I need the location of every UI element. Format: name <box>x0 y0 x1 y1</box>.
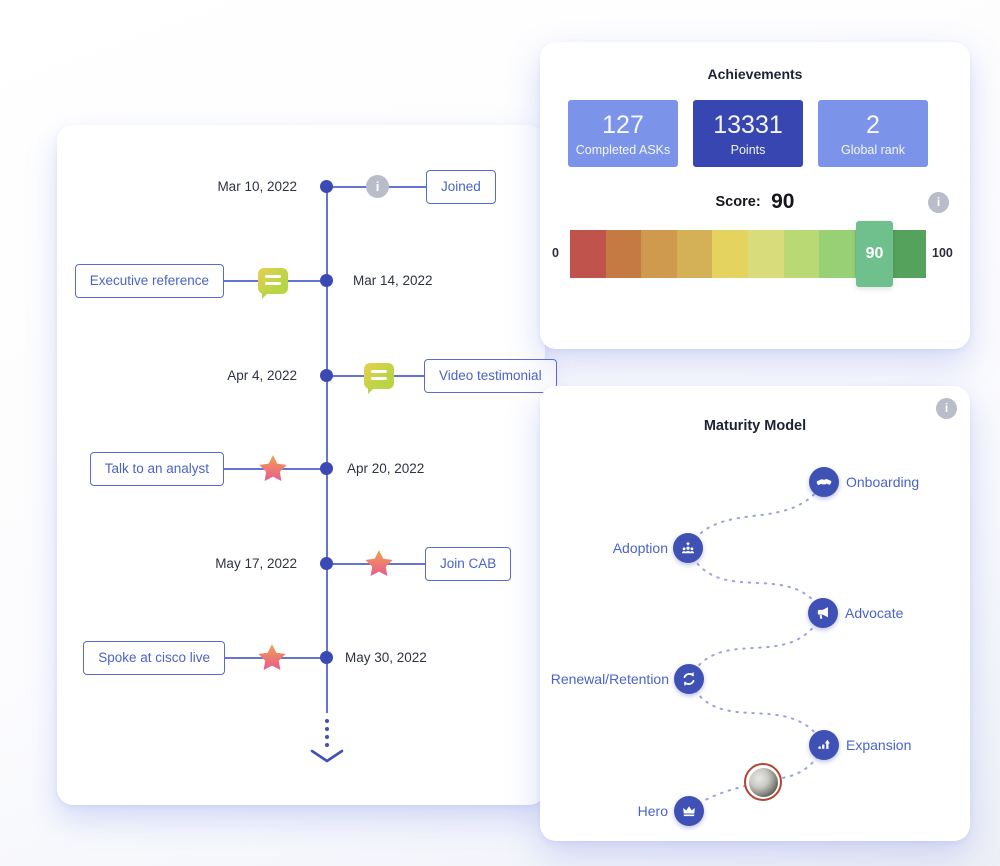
achievements-title: Achievements <box>707 66 803 82</box>
scale-segment <box>570 230 606 278</box>
event-card[interactable]: Talk to an analyst <box>89 452 224 486</box>
timeline-dot <box>320 651 333 664</box>
event-card[interactable]: Join CAB <box>425 547 512 581</box>
stat-label: Points <box>730 142 766 157</box>
score-value: 90 <box>771 190 795 213</box>
megaphone-icon <box>817 607 828 619</box>
stat-value: 2 <box>866 110 880 139</box>
timeline-dot <box>320 557 333 570</box>
stage-label[interactable]: Expansion <box>846 737 912 753</box>
maturity-title: Maturity Model <box>703 418 807 434</box>
star-icon <box>259 455 287 482</box>
stat-global-rank: 2 Global rank <box>818 100 928 167</box>
timeline-dot <box>320 369 333 382</box>
growth-chart-icon <box>818 739 830 749</box>
avatar-photo <box>748 767 778 797</box>
event-date: May 17, 2022 <box>215 556 297 571</box>
crown-icon <box>683 806 695 817</box>
stage-label[interactable]: Adoption <box>612 540 668 556</box>
scale-segment <box>676 230 713 278</box>
achievements-panel: Achievements 127 Completed ASKs 13331 Po… <box>540 42 970 349</box>
event-card[interactable]: Joined <box>426 170 496 204</box>
event-card[interactable]: Video testimonial <box>424 359 557 393</box>
event-date: Mar 14, 2022 <box>353 273 433 288</box>
stage-hero[interactable] <box>674 796 704 826</box>
info-icon[interactable]: i <box>928 192 949 213</box>
stage-label[interactable]: Hero <box>637 803 668 819</box>
timeline-continuation-dots <box>325 719 329 747</box>
stage-label[interactable]: Advocate <box>845 605 904 621</box>
stat-label: Global rank <box>841 142 905 157</box>
event-card[interactable]: Spoke at cisco live <box>83 641 225 675</box>
timeline-dot <box>320 180 333 193</box>
scale-segment <box>712 230 748 278</box>
info-icon[interactable]: i <box>936 398 957 419</box>
scale-segment <box>605 230 642 278</box>
stat-value: 127 <box>602 110 644 139</box>
handshake-icon <box>816 478 832 486</box>
scale-min-label: 0 <box>552 246 559 260</box>
event-card[interactable]: Executive reference <box>74 264 224 298</box>
stage-adoption[interactable] <box>673 533 703 563</box>
stage-expansion[interactable] <box>809 730 839 760</box>
star-icon <box>258 644 286 671</box>
stage-label[interactable]: Onboarding <box>846 474 920 490</box>
score-row: Score: 90 <box>540 190 970 214</box>
comment-icon <box>364 363 394 394</box>
maturity-panel: i Maturity Model Onboarding Adoption <box>540 386 970 841</box>
stage-label[interactable]: Renewal/Retention <box>550 671 669 687</box>
score-scale: 90 <box>570 221 926 287</box>
scale-segment <box>890 230 926 278</box>
stage-onboarding[interactable] <box>809 467 839 497</box>
event-date: Mar 10, 2022 <box>217 179 297 194</box>
timeline-dot <box>320 462 333 475</box>
stat-completed-asks: 127 Completed ASKs <box>568 100 678 167</box>
stat-points: 13331 Points <box>693 100 803 167</box>
score-marker: 90 <box>856 221 893 287</box>
scale-segment <box>783 230 820 278</box>
timeline-axis <box>326 187 328 713</box>
star-icon <box>365 550 393 577</box>
chevron-down-icon[interactable] <box>309 747 345 765</box>
team-icon <box>681 541 695 554</box>
event-date: Apr 4, 2022 <box>227 368 297 383</box>
refresh-icon <box>683 671 695 687</box>
maturity-path <box>686 481 826 812</box>
scale-segment <box>641 230 677 278</box>
stage-advocate[interactable] <box>808 598 838 628</box>
event-date: Apr 20, 2022 <box>347 461 425 476</box>
info-icon[interactable]: i <box>366 175 389 198</box>
stat-label: Completed ASKs <box>575 142 671 157</box>
scale-max-label: 100 <box>932 246 953 260</box>
event-date: May 30, 2022 <box>345 650 427 665</box>
scale-segment <box>747 230 784 278</box>
scale-segment <box>819 230 855 278</box>
timeline-panel: Mar 10, 2022 i Joined Executive referenc… <box>57 125 557 805</box>
stage-renewal-retention[interactable] <box>674 664 704 694</box>
timeline-dot <box>320 274 333 287</box>
score-label: Score: <box>715 194 761 210</box>
user-avatar-marker[interactable] <box>744 763 782 801</box>
stat-value: 13331 <box>713 110 783 139</box>
comment-icon <box>258 268 288 299</box>
